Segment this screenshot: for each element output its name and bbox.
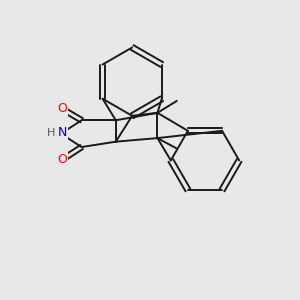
Text: H: H xyxy=(47,128,56,138)
Text: O: O xyxy=(57,153,67,166)
Text: O: O xyxy=(57,103,67,116)
Text: N: N xyxy=(58,126,67,139)
